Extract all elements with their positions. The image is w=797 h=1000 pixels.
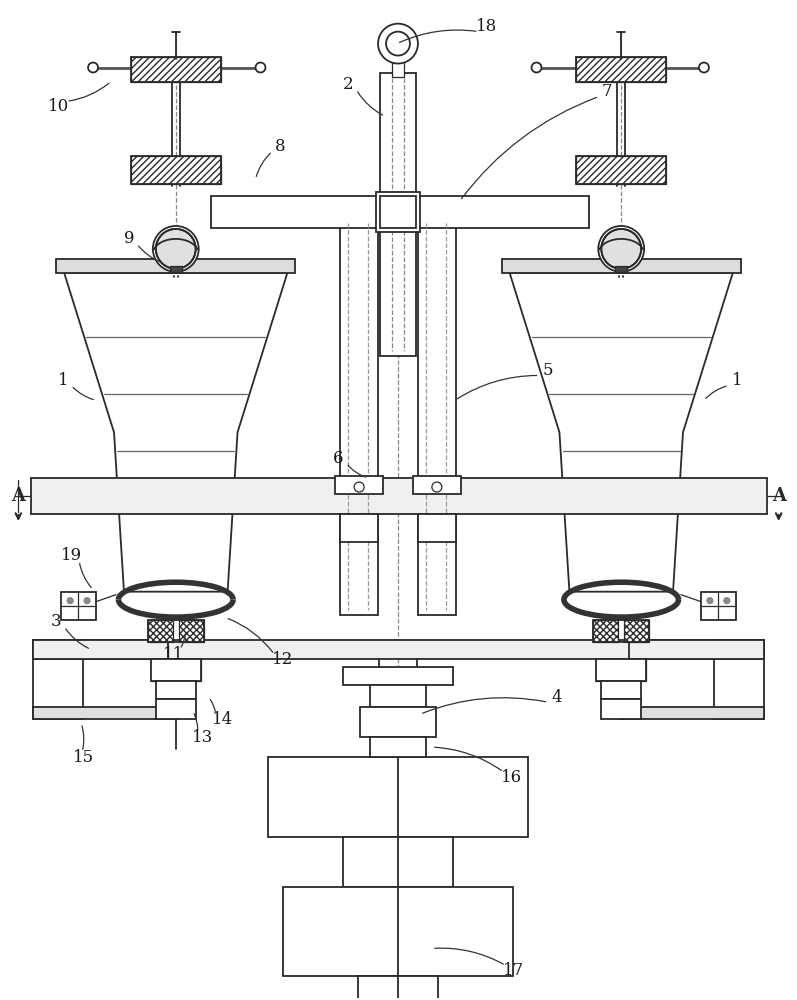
Bar: [593, 620, 618, 642]
Bar: [57, 259, 296, 273]
Bar: [33, 707, 178, 719]
Circle shape: [386, 32, 410, 56]
Circle shape: [153, 226, 198, 272]
Bar: [576, 57, 666, 82]
Text: 3: 3: [51, 613, 61, 630]
Bar: [376, 192, 420, 232]
Bar: [624, 620, 649, 642]
Bar: [360, 707, 436, 737]
Bar: [156, 699, 196, 719]
Bar: [370, 737, 426, 757]
Bar: [156, 681, 196, 699]
Text: 13: 13: [192, 729, 214, 746]
Bar: [336, 476, 383, 494]
Polygon shape: [65, 273, 288, 592]
Bar: [601, 699, 641, 719]
Circle shape: [599, 226, 644, 272]
Bar: [33, 640, 764, 659]
Bar: [714, 640, 764, 719]
Bar: [392, 52, 404, 77]
Text: 1: 1: [58, 372, 69, 389]
Text: 17: 17: [503, 962, 524, 979]
Bar: [358, 976, 438, 1000]
Bar: [284, 887, 512, 976]
Circle shape: [67, 598, 73, 604]
Bar: [340, 213, 378, 615]
Bar: [131, 57, 221, 82]
Bar: [418, 213, 456, 615]
Circle shape: [88, 63, 98, 72]
Text: 12: 12: [272, 651, 293, 668]
Bar: [148, 620, 204, 642]
Circle shape: [724, 598, 730, 604]
Text: 5: 5: [542, 362, 553, 379]
Polygon shape: [509, 273, 732, 592]
Circle shape: [156, 229, 196, 269]
Bar: [629, 640, 764, 659]
Bar: [210, 196, 589, 228]
Circle shape: [378, 24, 418, 64]
Bar: [131, 156, 221, 184]
Bar: [31, 478, 767, 514]
Bar: [61, 592, 96, 620]
Bar: [576, 156, 666, 184]
Bar: [596, 659, 646, 681]
Text: 16: 16: [501, 769, 522, 786]
Circle shape: [601, 229, 641, 269]
Text: 11: 11: [163, 646, 184, 663]
Bar: [576, 57, 666, 82]
Bar: [151, 659, 201, 681]
Bar: [380, 73, 416, 356]
Text: 1: 1: [732, 372, 742, 389]
Text: 19: 19: [61, 547, 82, 564]
Bar: [344, 837, 453, 887]
Bar: [33, 640, 83, 719]
Text: 15: 15: [73, 749, 94, 766]
Bar: [340, 514, 378, 542]
Bar: [576, 156, 666, 184]
Bar: [370, 685, 426, 707]
Text: 9: 9: [124, 230, 134, 247]
Text: 7: 7: [602, 83, 613, 100]
Text: 10: 10: [48, 98, 69, 115]
Circle shape: [84, 598, 90, 604]
Bar: [179, 620, 204, 642]
Bar: [131, 57, 221, 82]
Bar: [413, 476, 461, 494]
Text: 14: 14: [212, 711, 234, 728]
Bar: [344, 667, 453, 685]
Circle shape: [707, 598, 713, 604]
Text: A: A: [771, 487, 786, 505]
Bar: [151, 659, 201, 681]
Circle shape: [256, 63, 265, 72]
Bar: [701, 592, 736, 620]
Bar: [380, 196, 416, 228]
Text: 6: 6: [333, 450, 344, 467]
Bar: [619, 707, 764, 719]
Bar: [269, 757, 528, 837]
Circle shape: [354, 482, 364, 492]
Text: 4: 4: [552, 689, 562, 706]
Text: 2: 2: [343, 76, 354, 93]
Bar: [148, 620, 173, 642]
Bar: [593, 620, 649, 642]
Circle shape: [699, 63, 709, 72]
Circle shape: [432, 482, 442, 492]
Bar: [501, 259, 740, 273]
Bar: [596, 659, 646, 681]
Circle shape: [532, 63, 541, 72]
Bar: [418, 514, 456, 542]
Text: A: A: [11, 487, 26, 505]
Text: 18: 18: [476, 18, 497, 35]
Bar: [131, 156, 221, 184]
Bar: [33, 640, 168, 659]
Bar: [615, 266, 627, 272]
Bar: [170, 266, 182, 272]
Text: 8: 8: [275, 138, 286, 155]
Bar: [601, 681, 641, 699]
